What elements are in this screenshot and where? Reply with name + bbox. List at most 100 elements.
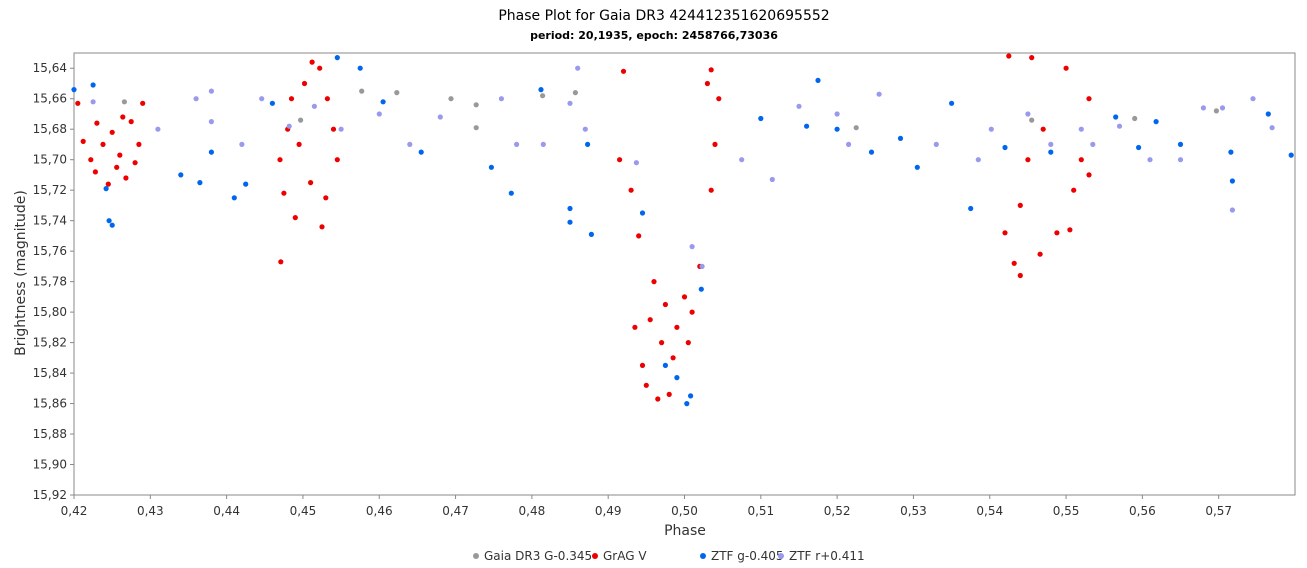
y-tick-label: 15,80 (33, 305, 67, 319)
data-point (662, 301, 669, 308)
data-point (689, 244, 695, 250)
data-point (588, 231, 595, 237)
data-point (1265, 111, 1271, 117)
data-point (1017, 202, 1023, 208)
y-tick-label: 15,84 (33, 366, 67, 380)
data-point (359, 88, 365, 94)
data-point (132, 160, 138, 166)
data-point (1078, 157, 1084, 163)
data-point (681, 294, 688, 300)
data-point (1025, 111, 1031, 117)
data-point (620, 68, 627, 74)
data-point (281, 190, 287, 196)
data-point (208, 88, 214, 94)
y-tick-label: 15,82 (33, 336, 67, 350)
x-tick-label: 0,52 (824, 504, 851, 518)
data-point (105, 181, 111, 187)
data-point (178, 172, 184, 178)
plot-area (73, 52, 1296, 496)
y-tick-label: 15,78 (33, 275, 67, 289)
data-point (1002, 144, 1008, 151)
data-point (834, 111, 840, 117)
data-point (117, 152, 123, 158)
data-point (1002, 230, 1008, 236)
data-point (92, 169, 98, 175)
data-point (100, 141, 106, 147)
data-point (674, 375, 680, 381)
legend-label: Gaia DR3 G-0.345 (484, 549, 592, 563)
data-point (699, 263, 705, 269)
data-point (319, 224, 325, 230)
data-point (567, 205, 573, 212)
data-point (1147, 157, 1153, 163)
data-point (796, 103, 802, 109)
data-point (1048, 141, 1054, 147)
chart-subtitle: period: 20,1935, epoch: 2458766,73036 (530, 29, 778, 42)
data-point (685, 340, 691, 346)
series-group (90, 65, 1275, 269)
data-point (1029, 55, 1035, 61)
data-point (338, 126, 344, 132)
data-point (239, 141, 245, 147)
data-point (75, 100, 81, 106)
y-tick-label: 15,86 (33, 397, 67, 411)
data-point (975, 157, 981, 163)
data-point (292, 215, 298, 221)
data-point (617, 157, 623, 163)
data-point (914, 164, 920, 170)
data-point (853, 125, 859, 131)
data-point (1006, 53, 1012, 59)
data-point (88, 157, 94, 163)
data-point (868, 149, 875, 155)
data-point (330, 126, 337, 132)
data-point (437, 114, 443, 120)
data-point (538, 87, 544, 93)
y-tick-label: 15,66 (33, 92, 67, 106)
data-point (688, 393, 694, 399)
legend-marker (778, 553, 784, 559)
data-point (286, 123, 292, 129)
data-point (498, 96, 504, 102)
data-point (1054, 230, 1060, 236)
data-point (128, 119, 134, 125)
data-point (1067, 227, 1073, 233)
data-point (632, 324, 638, 330)
x-tick-label: 0,51 (747, 504, 774, 518)
data-point (659, 340, 665, 346)
legend-label: GrAG V (603, 549, 647, 563)
data-point (674, 324, 680, 330)
data-point (1229, 207, 1235, 213)
data-point (1177, 157, 1184, 163)
data-point (301, 80, 308, 87)
data-point (684, 401, 690, 407)
data-point (567, 100, 573, 106)
y-tick-label: 15,74 (33, 214, 67, 228)
data-point (80, 138, 86, 144)
data-point (334, 157, 340, 163)
data-point (1228, 149, 1234, 155)
data-point (208, 119, 214, 125)
data-point (1029, 117, 1035, 123)
data-point (1063, 65, 1069, 71)
data-point (114, 164, 120, 170)
data-point (473, 125, 479, 131)
x-tick-label: 0,47 (442, 504, 469, 518)
data-point (540, 141, 546, 147)
data-point (296, 141, 302, 147)
data-point (708, 187, 714, 193)
data-point (689, 309, 695, 315)
data-point (1269, 125, 1275, 131)
y-tick-label: 15,70 (33, 153, 67, 167)
data-point (1078, 126, 1084, 132)
data-point (666, 391, 672, 397)
data-point (90, 82, 96, 88)
data-point (567, 219, 573, 225)
y-axis-label: Brightness (magnitude) (13, 190, 29, 356)
data-point (582, 126, 588, 132)
data-point (208, 149, 214, 155)
legend-marker (473, 553, 479, 559)
legend: Gaia DR3 G-0.345 GrAG V ZTF g-0.405 ZTF r+0… (473, 549, 865, 563)
legend-marker (700, 553, 706, 559)
data-point (103, 186, 109, 192)
